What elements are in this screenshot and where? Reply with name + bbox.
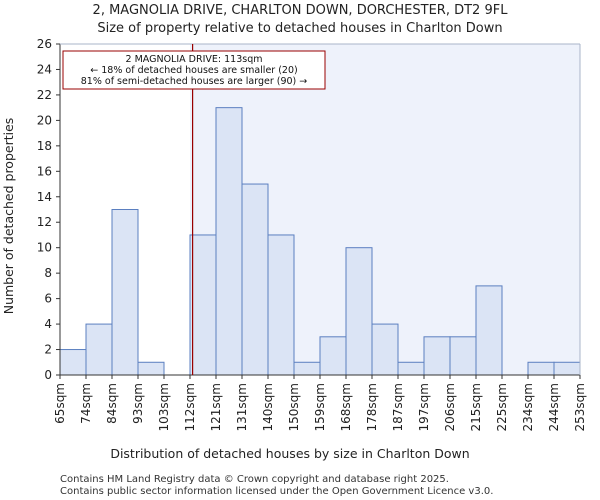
x-tick-label: 234sqm xyxy=(521,383,535,431)
x-tick-label: 121sqm xyxy=(209,383,223,431)
y-tick-label: 6 xyxy=(44,292,52,306)
bar xyxy=(137,361,165,376)
bar xyxy=(293,361,321,376)
y-tick-label: 16 xyxy=(37,164,52,178)
footer-line-1: Contains HM Land Registry data © Crown c… xyxy=(60,474,449,485)
x-tick-label: 178sqm xyxy=(365,383,379,431)
bar xyxy=(319,336,347,376)
bar xyxy=(423,336,451,376)
x-tick-label: 103sqm xyxy=(157,383,171,431)
bar xyxy=(267,234,295,376)
y-tick-label: 10 xyxy=(37,241,52,255)
y-tick-label: 4 xyxy=(44,317,52,331)
x-tick-label: 112sqm xyxy=(183,383,197,431)
annotation-border xyxy=(62,50,326,90)
x-tick-label: 150sqm xyxy=(287,383,301,431)
y-tick-label: 2 xyxy=(44,343,52,357)
bar xyxy=(449,336,477,376)
x-tick-label: 159sqm xyxy=(313,383,327,431)
annotation-line-1: 2 MAGNOLIA DRIVE: 113sqm xyxy=(126,54,263,65)
x-tick-label: 74sqm xyxy=(79,383,93,424)
x-tick-label: 187sqm xyxy=(391,383,405,431)
bar xyxy=(371,323,399,376)
x-tick-label: 65sqm xyxy=(53,383,67,424)
bar xyxy=(111,209,139,376)
x-tick-label: 93sqm xyxy=(131,383,145,424)
annotation-line-3: 81% of semi-detached houses are larger (… xyxy=(81,76,308,87)
bar xyxy=(215,107,243,376)
annotation-line-2: ← 18% of detached houses are smaller (20… xyxy=(90,65,297,76)
y-tick-label: 26 xyxy=(37,37,52,51)
axes xyxy=(59,43,581,376)
x-tick-label: 84sqm xyxy=(105,383,119,424)
bar xyxy=(59,349,87,376)
x-tick-label: 168sqm xyxy=(339,383,353,431)
bar xyxy=(397,361,425,376)
bar xyxy=(241,183,269,376)
x-tick-label: 244sqm xyxy=(547,383,561,431)
bar xyxy=(527,361,555,376)
y-tick-label: 0 xyxy=(44,368,52,382)
y-tick-label: 8 xyxy=(44,266,52,280)
x-tick-label: 253sqm xyxy=(573,383,587,431)
bar xyxy=(475,285,503,376)
x-tick-label: 131sqm xyxy=(235,383,249,431)
x-ticks: 65sqm 74sqm 84sqm 93sqm 103sqm 112sqm 121sqm 13… xyxy=(53,375,587,431)
y-tick-label: 18 xyxy=(37,139,52,153)
y-tick-label: 14 xyxy=(37,190,52,204)
x-tick-label: 197sqm xyxy=(417,383,431,431)
bar xyxy=(553,361,581,376)
footer-line-2: Contains public sector information licen… xyxy=(60,486,493,497)
y-tick-label: 12 xyxy=(37,215,52,229)
x-tick-label: 140sqm xyxy=(261,383,275,431)
bars xyxy=(59,107,581,376)
x-tick-label: 215sqm xyxy=(469,383,483,431)
y-tick-label: 22 xyxy=(37,88,52,102)
bar xyxy=(85,323,113,376)
chart-subtitle: Size of property relative to detached ho… xyxy=(97,21,502,36)
bar xyxy=(189,234,217,376)
x-tick-label: 206sqm xyxy=(443,383,457,431)
y-tick-label: 20 xyxy=(37,113,52,127)
y-tick-label: 24 xyxy=(37,62,52,76)
x-tick-label: 225sqm xyxy=(495,383,509,431)
chart-title: 2, MAGNOLIA DRIVE, CHARLTON DOWN, DORCHE… xyxy=(93,3,509,18)
x-axis-label: Distribution of detached houses by size … xyxy=(110,446,469,461)
y-axis-label: Number of detached properties xyxy=(1,118,16,315)
bar xyxy=(345,247,373,376)
annotation-box: 2 MAGNOLIA DRIVE: 113sqm ← 18% of detach… xyxy=(62,50,326,90)
